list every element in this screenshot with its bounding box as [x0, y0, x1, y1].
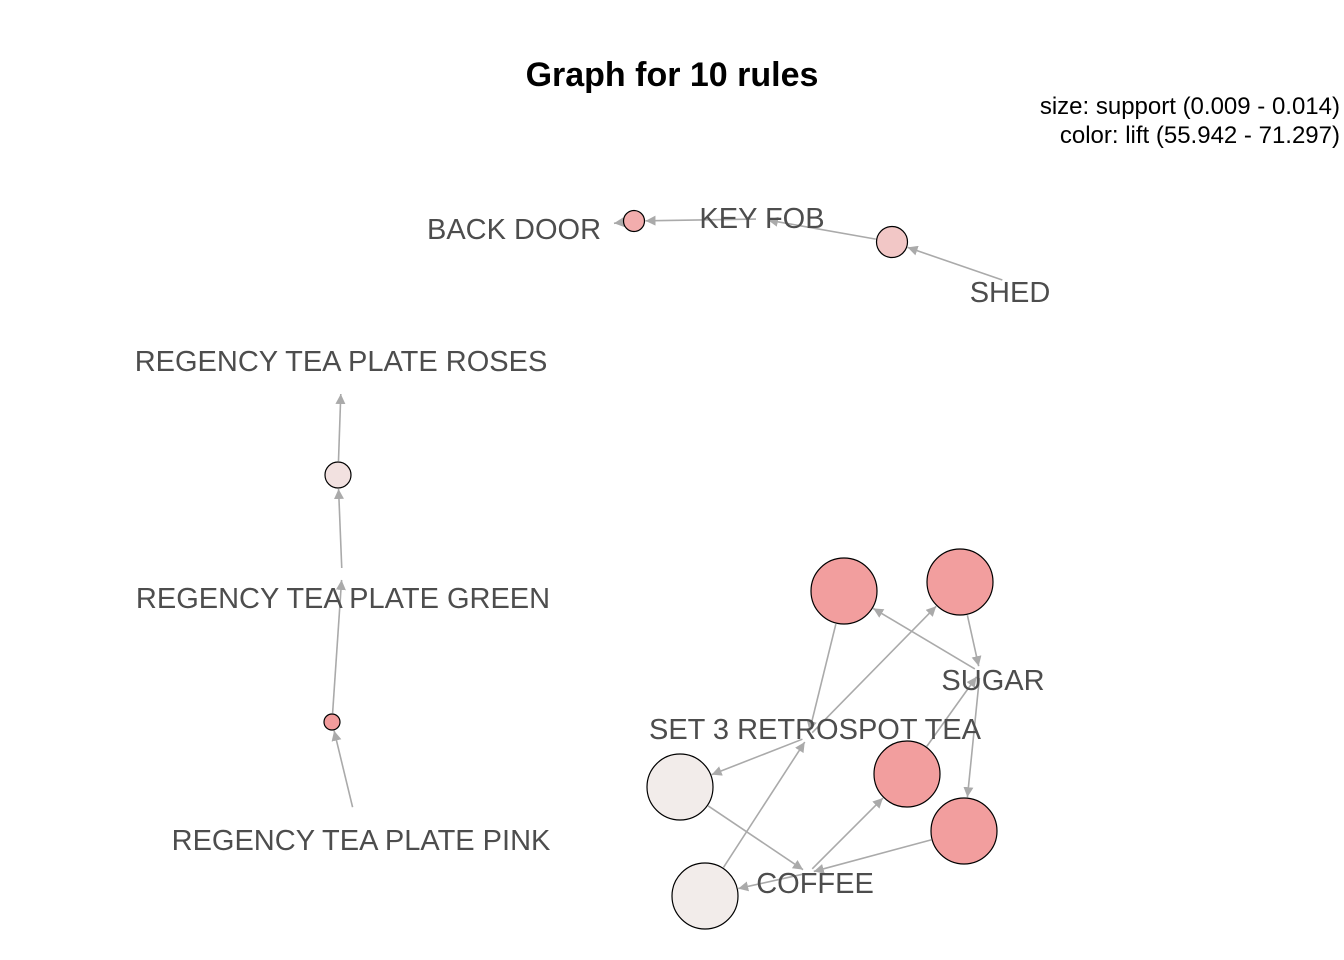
- rule-node-r5: [810, 557, 878, 625]
- item-label-green: REGENCY TEA PLATE GREEN: [136, 583, 550, 615]
- edge-r4-to-green: [331, 579, 346, 714]
- edge-shed-to-r2: [907, 245, 1003, 281]
- item-label-retrospot: SET 3 RETROSPOT TEA: [649, 714, 982, 746]
- edge-pink-to-r4: [331, 730, 354, 808]
- item-label-roses: REGENCY TEA PLATE ROSES: [135, 346, 548, 378]
- edge-r6-to-sugar: [966, 615, 982, 667]
- edge-r1-to-back_door: [613, 217, 625, 228]
- edge-retrospot-to-r6: [811, 605, 937, 734]
- label-layer: BACK DOOR KEY FOB SHED REGENCY TEA PLATE RO…: [135, 203, 1051, 900]
- rule-node-r10: [930, 797, 998, 865]
- edge-r8-to-retrospot: [722, 741, 806, 868]
- item-label-key-fob: KEY FOB: [699, 203, 824, 235]
- edge-r5-to-retrospot: [806, 623, 837, 732]
- edge-coffee-to-r9: [811, 797, 884, 870]
- item-label-pink: REGENCY TEA PLATE PINK: [172, 825, 551, 857]
- edge-r7-to-coffee: [707, 805, 804, 871]
- edge-retrospot-to-r7: [711, 738, 803, 776]
- legend-color-line: color: lift (55.942 - 71.297): [1059, 122, 1340, 149]
- item-label-back-door: BACK DOOR: [427, 214, 601, 246]
- edge-sugar-to-r10: [963, 677, 981, 798]
- item-label-coffee: COFFEE: [756, 868, 874, 900]
- rule-node-layer: [323, 209, 998, 930]
- rule-node-r4: [323, 713, 341, 731]
- edge-r3-to-roses: [335, 393, 346, 462]
- edge-coffee-to-r8: [738, 873, 803, 892]
- item-label-shed: SHED: [970, 277, 1051, 309]
- edge-r9-to-sugar: [926, 676, 978, 747]
- rule-node-r8: [671, 862, 739, 930]
- item-label-sugar: SUGAR: [941, 665, 1044, 697]
- edge-key_fob-to-r1: [645, 215, 757, 226]
- edge-r2-to-key_fob: [767, 216, 876, 240]
- edge-layer: [331, 215, 1003, 892]
- rule-node-r2: [875, 225, 909, 259]
- edge-sugar-to-r5: [872, 607, 976, 670]
- rule-node-r7: [646, 753, 714, 821]
- rule-node-r6: [926, 548, 994, 616]
- rule-node-r3: [324, 461, 352, 489]
- graph-title: Graph for 10 rules: [525, 56, 819, 94]
- legend: size: support (0.009 - 0.014) color: lif…: [1040, 92, 1340, 150]
- legend-size-line: size: support (0.009 - 0.014): [1039, 93, 1340, 120]
- rule-node-r9: [873, 740, 941, 808]
- edge-green-to-r3: [333, 488, 344, 569]
- edge-r10-to-coffee: [813, 839, 932, 874]
- rule-node-r1: [622, 209, 646, 233]
